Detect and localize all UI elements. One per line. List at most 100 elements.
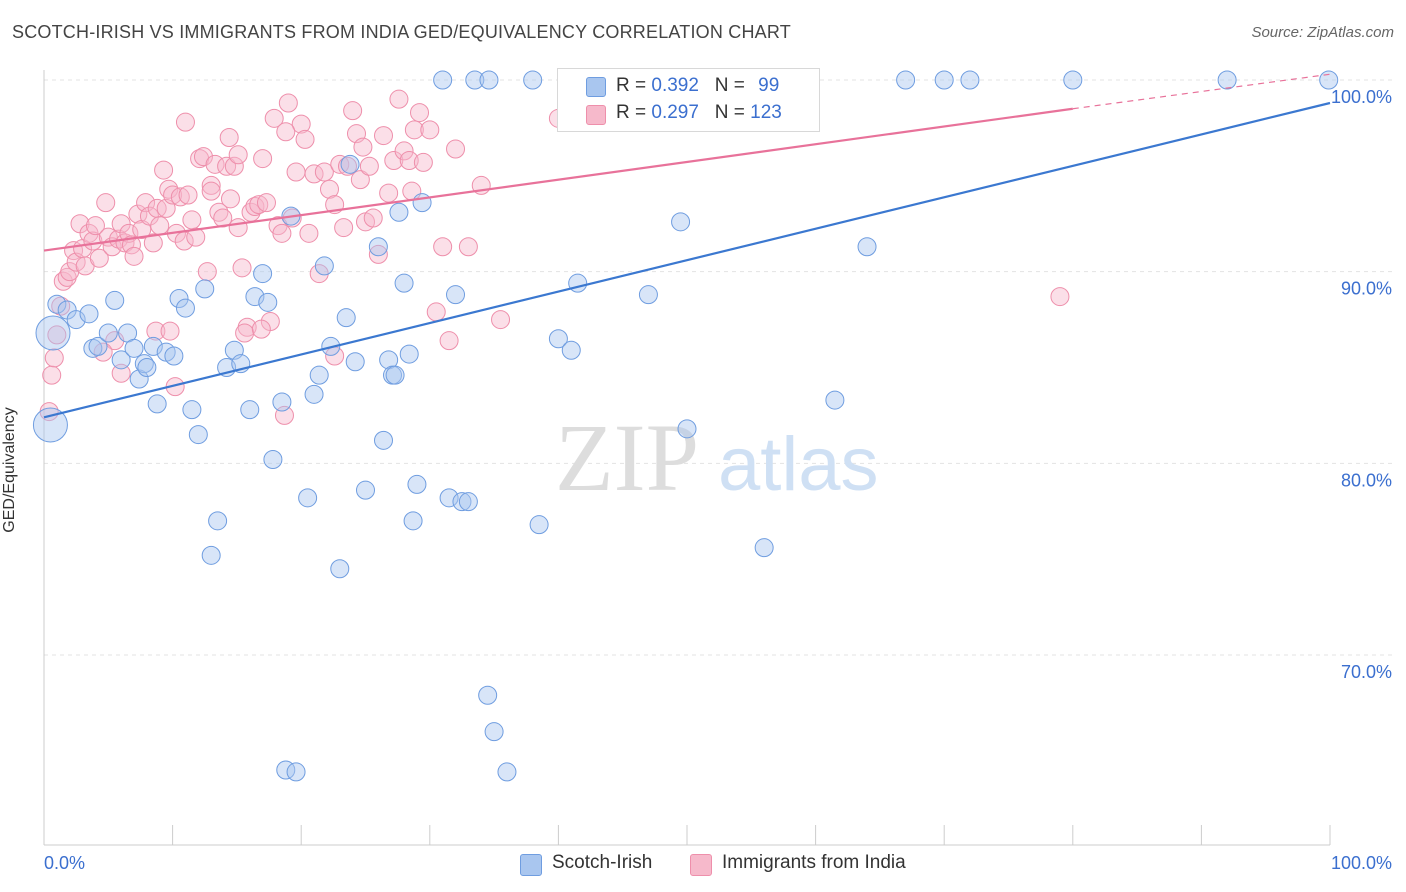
point	[379, 183, 399, 203]
point	[304, 384, 324, 404]
point	[89, 248, 109, 268]
point	[201, 181, 221, 201]
point	[295, 129, 315, 149]
bottom-legend-immigrants-from-india: Immigrants from India	[722, 852, 906, 873]
x-tick-label-100: 100.0%	[1331, 853, 1392, 873]
trend-lines	[43, 73, 1331, 419]
point	[368, 244, 388, 264]
point	[175, 112, 195, 132]
point	[111, 363, 131, 383]
point	[291, 114, 311, 134]
point	[253, 264, 273, 284]
point	[44, 348, 64, 368]
point	[484, 722, 504, 742]
point	[98, 323, 118, 343]
point	[394, 141, 414, 161]
legend-n-label: N =	[714, 75, 751, 96]
point	[182, 210, 202, 230]
point	[188, 425, 208, 445]
point	[245, 287, 265, 307]
axes	[43, 70, 1331, 846]
point	[201, 545, 221, 565]
point	[439, 331, 459, 351]
legend-swatch-scotch-irish	[586, 77, 606, 97]
point	[249, 195, 269, 215]
point	[182, 400, 202, 420]
series-immigrants-from-india	[39, 89, 1070, 425]
point	[201, 175, 221, 195]
bottom-legend-scotch-irish: Scotch-Irish	[552, 852, 653, 873]
series-scotch-irish	[32, 70, 1339, 782]
point	[340, 154, 360, 174]
legend-n-value: 99	[758, 75, 780, 96]
point	[235, 323, 255, 343]
legend-n-label: N =	[714, 102, 751, 123]
legend-r-label: R =	[616, 102, 652, 123]
point	[154, 160, 174, 180]
point	[330, 559, 350, 579]
point	[195, 279, 215, 299]
point	[286, 162, 306, 182]
point	[446, 139, 466, 159]
point	[146, 321, 166, 341]
point	[220, 189, 240, 209]
point	[548, 329, 568, 349]
point	[356, 480, 375, 500]
point	[137, 358, 157, 377]
point	[319, 179, 339, 199]
point	[857, 237, 877, 257]
point	[139, 206, 159, 226]
point	[404, 120, 424, 140]
watermark-atlas: atlas	[718, 422, 879, 507]
point	[479, 70, 499, 90]
point	[299, 223, 319, 243]
point	[53, 271, 73, 291]
point	[224, 156, 244, 176]
point	[143, 336, 163, 356]
point	[143, 233, 163, 253]
point	[278, 93, 298, 113]
y-tick-label-90: 90.0%	[1341, 279, 1392, 299]
point	[353, 137, 373, 157]
legend-r-value: 0.392	[651, 75, 699, 96]
x-tick-label-0: 0.0%	[44, 853, 85, 873]
point	[309, 365, 329, 385]
point	[209, 202, 229, 222]
point	[413, 152, 433, 172]
y-tick-label-80: 80.0%	[1341, 470, 1392, 490]
point	[523, 70, 543, 90]
point	[93, 342, 113, 362]
point	[426, 302, 446, 322]
legend: R = 0.392 N = 99 R = 0.297 N = 123	[557, 68, 820, 132]
point	[896, 70, 916, 90]
point	[491, 310, 511, 330]
point	[446, 285, 466, 305]
point	[272, 223, 292, 243]
point	[129, 369, 149, 389]
point	[478, 685, 498, 705]
point	[251, 319, 271, 339]
point	[314, 256, 334, 276]
point	[671, 212, 691, 232]
trend-line-immigrants-from-india	[43, 107, 1073, 252]
point	[399, 344, 419, 364]
point	[286, 762, 306, 782]
point	[407, 474, 427, 494]
point	[374, 126, 394, 146]
point	[561, 340, 581, 360]
point	[32, 407, 68, 443]
point	[529, 515, 549, 535]
point	[253, 149, 273, 169]
point	[111, 214, 131, 234]
point	[336, 308, 356, 328]
point	[232, 258, 252, 278]
point	[465, 70, 485, 90]
legend-n-value: 123	[750, 102, 782, 123]
point	[394, 273, 414, 293]
point	[263, 450, 283, 469]
y-axis-label: GED/Equivalency	[1, 407, 18, 533]
trend-line-extension-immigrants-from-india	[1072, 73, 1331, 110]
point	[79, 304, 99, 324]
point	[217, 156, 237, 176]
point	[85, 216, 105, 236]
